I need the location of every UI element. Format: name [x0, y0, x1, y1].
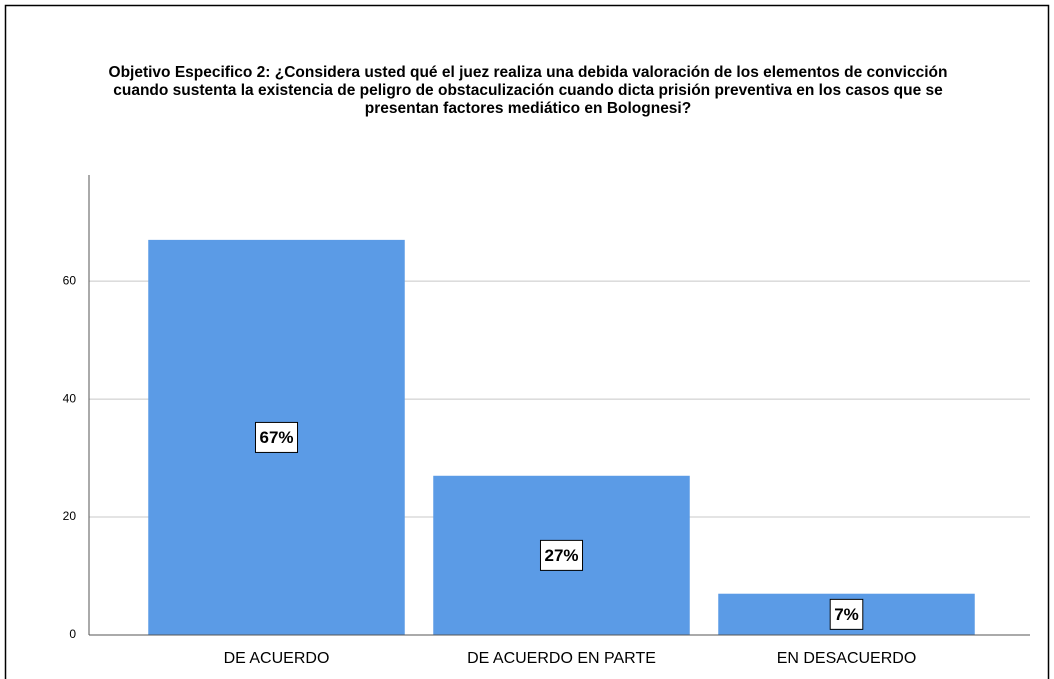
x-tick-label: DE ACUERDO EN PARTE — [467, 650, 656, 667]
chart-title: Objetivo Especifico 2: ¿Considera usted … — [109, 64, 948, 81]
value-label: 7% — [834, 605, 859, 624]
y-tick-label: 0 — [69, 627, 76, 641]
y-tick-label: 60 — [63, 273, 77, 287]
value-label-box — [829, 598, 864, 630]
chart-title: presentan factores mediático en Bolognes… — [365, 100, 691, 117]
value-label: 67% — [259, 428, 293, 447]
value-label-box — [539, 539, 584, 571]
chart-title: cuando sustenta la existencia de peligro… — [113, 82, 943, 99]
value-label: 27% — [544, 546, 578, 565]
y-tick-label: 40 — [63, 391, 77, 405]
value-label-box — [254, 421, 299, 453]
x-tick-label: DE ACUERDO — [224, 650, 330, 667]
y-tick-label: 20 — [63, 509, 77, 523]
x-tick-label: EN DESACUERDO — [777, 650, 917, 667]
